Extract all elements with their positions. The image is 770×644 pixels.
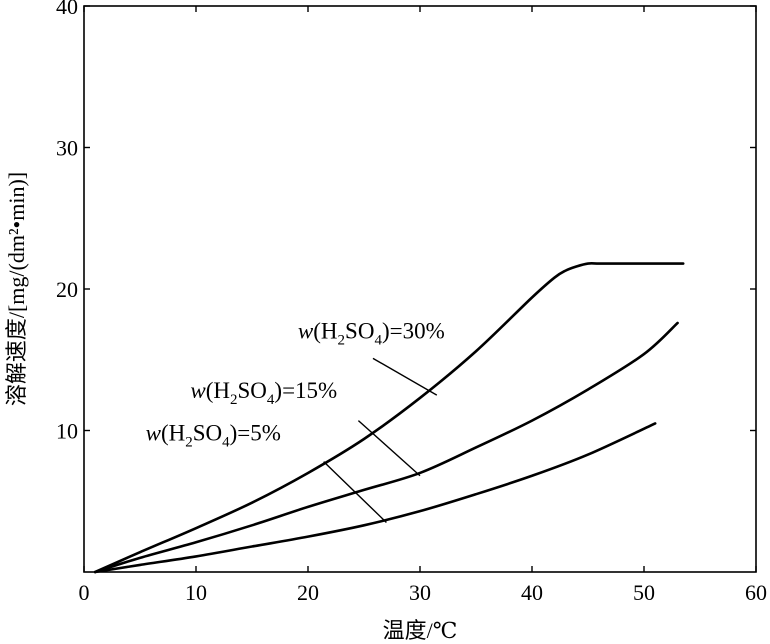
y-tick-label: 20 bbox=[56, 277, 78, 302]
series-line-2 bbox=[93, 422, 657, 574]
x-tick-label: 10 bbox=[185, 580, 207, 605]
leader-line-0 bbox=[372, 357, 438, 396]
series-label-2: w(H2SO4)=5% bbox=[146, 420, 281, 450]
x-tick-label: 0 bbox=[79, 580, 90, 605]
y-tick-label: 30 bbox=[56, 136, 78, 161]
series-lines bbox=[93, 262, 685, 574]
series-label-1: w(H2SO4)=15% bbox=[190, 378, 337, 408]
series-label-0: w(H2SO4)=30% bbox=[298, 319, 445, 349]
series-annotations: w(H2SO4)=30% w(H2SO4)=15% w(H2SO4)=5% bbox=[146, 319, 445, 523]
x-tick-label: 20 bbox=[297, 580, 319, 605]
plot-frame bbox=[83, 5, 757, 573]
x-tick-label: 30 bbox=[409, 580, 431, 605]
y-tick-label: 10 bbox=[56, 419, 78, 444]
axis-ticks bbox=[83, 5, 757, 572]
x-tick-label: 50 bbox=[633, 580, 655, 605]
series-line-1 bbox=[93, 321, 679, 574]
y-tick-label: 40 bbox=[56, 0, 78, 19]
leader-line-1 bbox=[357, 420, 421, 477]
tick-labels: 0 10 20 30 40 50 60 10 20 30 40 bbox=[56, 0, 767, 605]
series-line-0 bbox=[93, 262, 685, 574]
y-axis-label: 溶解速度/[mg/(dm²•min)] bbox=[4, 172, 29, 406]
x-tick-label: 60 bbox=[745, 580, 767, 605]
x-tick-label: 40 bbox=[521, 580, 543, 605]
x-axis-label: 温度/℃ bbox=[383, 618, 458, 643]
leader-line-2 bbox=[323, 461, 387, 523]
